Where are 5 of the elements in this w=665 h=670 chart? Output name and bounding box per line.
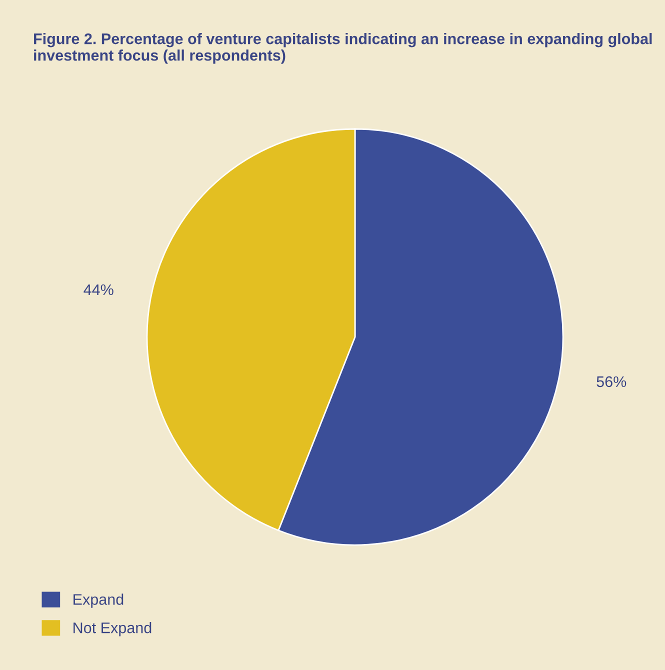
- legend-label: Expand: [74, 594, 124, 608]
- legend-label: Not Expand: [74, 622, 152, 636]
- data-label: 44%: [84, 284, 114, 296]
- data-label: 56%: [596, 376, 626, 388]
- chart-title: Figure 2. Percentage of venture capitalists indicating an increase in expanding global investment focus (all respondents): [34, 33, 652, 64]
